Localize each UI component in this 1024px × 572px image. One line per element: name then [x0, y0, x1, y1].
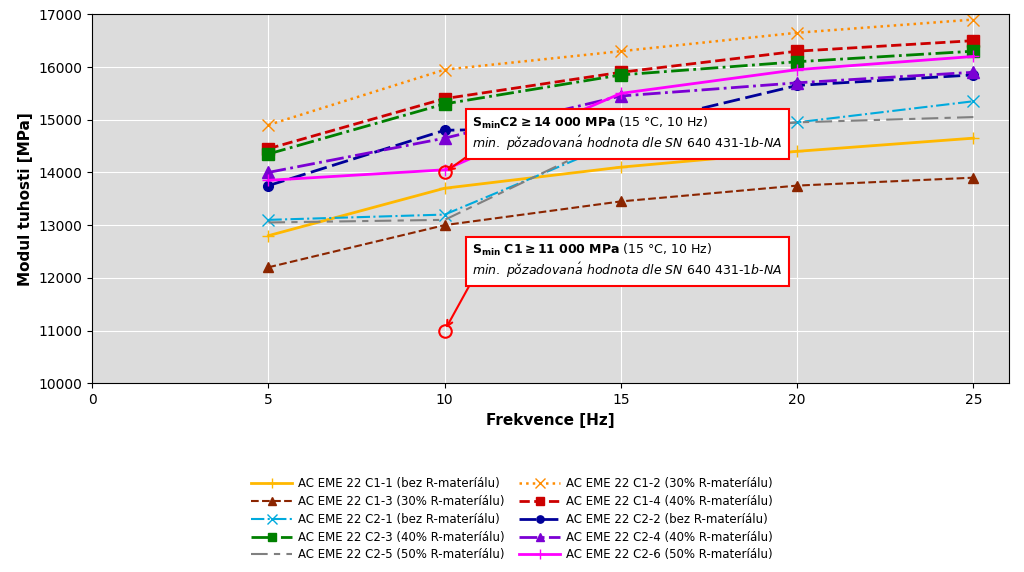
- Text: $\mathbf{S_{min}\ C1 \geq 11\ 000\ MPa}$ (15 °C, 10 Hz)
$\it{min.\ po\check{z}ad: $\mathbf{S_{min}\ C1 \geq 11\ 000\ MPa}$…: [472, 242, 782, 280]
- X-axis label: Frekvence [Hz]: Frekvence [Hz]: [486, 412, 614, 427]
- Legend: AC EME 22 C1-1 (bez R-materíálu), AC EME 22 C1-3 (30% R-materíálu), AC EME 22 C2: AC EME 22 C1-1 (bez R-materíálu), AC EME…: [247, 473, 777, 566]
- Y-axis label: Modul tuhosti [MPa]: Modul tuhosti [MPa]: [17, 112, 33, 285]
- Text: $\mathbf{S_{min}C2 \geq 14\ 000\ MPa}$ (15 °C, 10 Hz)
$\it{min.\ po\check{z}adov: $\mathbf{S_{min}C2 \geq 14\ 000\ MPa}$ (…: [472, 114, 782, 153]
